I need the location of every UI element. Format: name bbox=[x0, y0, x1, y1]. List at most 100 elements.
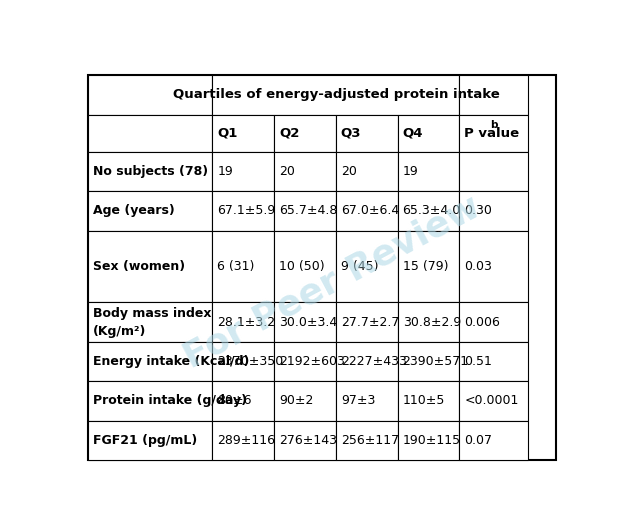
Bar bbox=[88, 75, 213, 115]
Bar bbox=[336, 381, 398, 421]
Text: Energy intake (Kcal/d): Energy intake (Kcal/d) bbox=[93, 355, 250, 368]
Text: Protein intake (g/day): Protein intake (g/day) bbox=[93, 394, 247, 408]
Bar bbox=[336, 421, 398, 460]
Text: 9 (45): 9 (45) bbox=[341, 260, 378, 273]
Text: P value: P value bbox=[464, 127, 520, 140]
Bar bbox=[88, 342, 213, 381]
Text: 289±116: 289±116 bbox=[217, 434, 276, 447]
Text: 2390±571: 2390±571 bbox=[403, 355, 469, 368]
Text: For Peer Review: For Peer Review bbox=[178, 189, 486, 375]
Text: 90±2: 90±2 bbox=[279, 394, 313, 408]
Text: Q3: Q3 bbox=[341, 127, 361, 140]
Bar bbox=[274, 381, 336, 421]
Bar bbox=[274, 115, 336, 152]
Bar bbox=[213, 115, 274, 152]
Text: 67.0±6.4: 67.0±6.4 bbox=[341, 205, 399, 217]
Bar bbox=[88, 152, 213, 191]
Bar bbox=[88, 302, 213, 342]
Bar bbox=[213, 75, 459, 115]
Text: Q1: Q1 bbox=[217, 127, 238, 140]
Text: <0.0001: <0.0001 bbox=[464, 394, 519, 408]
Bar bbox=[336, 230, 398, 302]
Bar bbox=[213, 302, 274, 342]
Bar bbox=[88, 381, 213, 421]
Bar bbox=[274, 230, 336, 302]
Text: Quartiles of energy-adjusted protein intake: Quartiles of energy-adjusted protein int… bbox=[172, 88, 499, 102]
Bar bbox=[336, 302, 398, 342]
Bar bbox=[459, 230, 528, 302]
Bar bbox=[88, 230, 213, 302]
Bar bbox=[459, 381, 528, 421]
Bar bbox=[336, 191, 398, 230]
Text: 276±143: 276±143 bbox=[279, 434, 337, 447]
Text: Body mass index
(Kg/m²): Body mass index (Kg/m²) bbox=[93, 307, 212, 338]
Bar bbox=[398, 421, 459, 460]
Bar bbox=[459, 302, 528, 342]
Bar bbox=[459, 421, 528, 460]
Text: 28.1±3.2: 28.1±3.2 bbox=[217, 316, 276, 329]
Bar bbox=[213, 342, 274, 381]
Text: FGF21 (pg/mL): FGF21 (pg/mL) bbox=[93, 434, 198, 447]
Bar bbox=[274, 152, 336, 191]
Bar bbox=[213, 152, 274, 191]
Text: 190±115: 190±115 bbox=[403, 434, 460, 447]
Bar bbox=[459, 342, 528, 381]
Bar bbox=[213, 381, 274, 421]
Bar bbox=[398, 342, 459, 381]
Bar bbox=[88, 421, 213, 460]
Text: Sex (women): Sex (women) bbox=[93, 260, 186, 273]
Text: 30.0±3.4: 30.0±3.4 bbox=[279, 316, 337, 329]
Text: 110±5: 110±5 bbox=[403, 394, 445, 408]
Text: Q2: Q2 bbox=[279, 127, 299, 140]
Text: 0.006: 0.006 bbox=[464, 316, 500, 329]
Bar bbox=[213, 421, 274, 460]
Text: 15 (79): 15 (79) bbox=[403, 260, 448, 273]
Bar bbox=[459, 152, 528, 191]
Text: 67.1±5.9: 67.1±5.9 bbox=[217, 205, 276, 217]
Text: 10 (50): 10 (50) bbox=[279, 260, 325, 273]
Text: 19: 19 bbox=[403, 165, 418, 178]
Bar bbox=[459, 75, 528, 115]
Text: 19: 19 bbox=[217, 165, 233, 178]
Text: 0.07: 0.07 bbox=[464, 434, 493, 447]
Text: 65.7±4.8: 65.7±4.8 bbox=[279, 205, 337, 217]
Bar bbox=[88, 115, 213, 152]
Text: No subjects (78): No subjects (78) bbox=[93, 165, 208, 178]
Bar bbox=[336, 115, 398, 152]
Text: 0.30: 0.30 bbox=[464, 205, 493, 217]
Text: 256±117: 256±117 bbox=[341, 434, 399, 447]
Bar bbox=[213, 191, 274, 230]
Text: 2192±603: 2192±603 bbox=[279, 355, 345, 368]
Bar bbox=[398, 302, 459, 342]
Text: 6 (31): 6 (31) bbox=[217, 260, 255, 273]
Bar bbox=[274, 302, 336, 342]
Bar bbox=[459, 115, 528, 152]
Bar bbox=[398, 152, 459, 191]
Text: 20: 20 bbox=[279, 165, 295, 178]
Bar bbox=[398, 381, 459, 421]
Bar bbox=[398, 230, 459, 302]
Bar bbox=[336, 342, 398, 381]
Bar bbox=[274, 342, 336, 381]
Text: Age (years): Age (years) bbox=[93, 205, 175, 217]
Bar bbox=[459, 191, 528, 230]
Bar bbox=[398, 115, 459, 152]
Text: 65.3±4.0: 65.3±4.0 bbox=[403, 205, 461, 217]
Text: 97±3: 97±3 bbox=[341, 394, 375, 408]
Text: 2227±433: 2227±433 bbox=[341, 355, 407, 368]
Bar bbox=[213, 230, 274, 302]
Text: 80±6: 80±6 bbox=[217, 394, 252, 408]
Bar bbox=[398, 191, 459, 230]
Bar bbox=[274, 191, 336, 230]
Text: 30.8±2.9: 30.8±2.9 bbox=[403, 316, 461, 329]
Text: 2370±350: 2370±350 bbox=[217, 355, 284, 368]
Text: 27.7±2.7: 27.7±2.7 bbox=[341, 316, 399, 329]
Text: b: b bbox=[490, 120, 498, 130]
Bar bbox=[336, 152, 398, 191]
Text: Q4: Q4 bbox=[403, 127, 423, 140]
Text: 20: 20 bbox=[341, 165, 357, 178]
Bar bbox=[88, 191, 213, 230]
Text: 0.51: 0.51 bbox=[464, 355, 493, 368]
Bar bbox=[274, 421, 336, 460]
Text: 0.03: 0.03 bbox=[464, 260, 493, 273]
